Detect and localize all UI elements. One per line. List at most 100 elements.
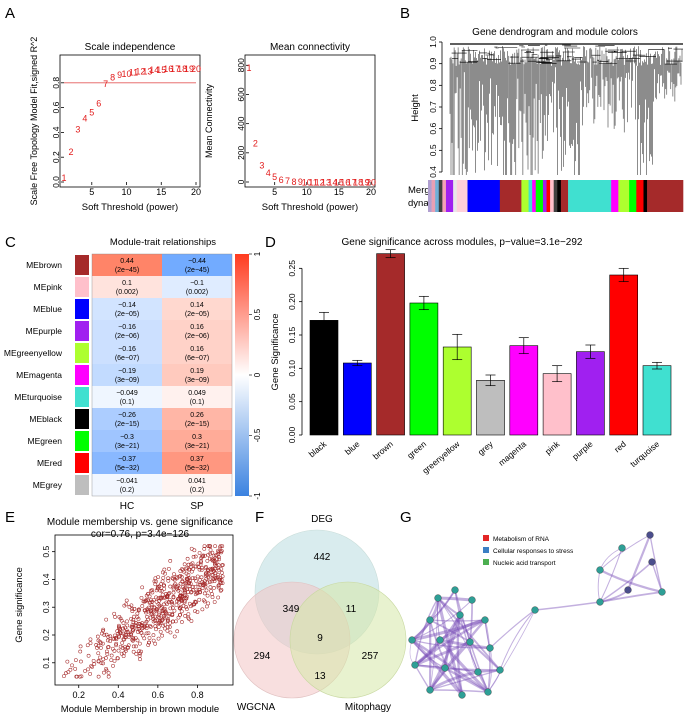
x-tick-label: 5: [272, 187, 277, 197]
scale-independence-plot: Scale independence Soft Threshold (power…: [29, 37, 201, 213]
data-point: [91, 658, 96, 663]
data-point: [182, 599, 187, 604]
data-point: [210, 558, 215, 563]
heatmap-cell: [92, 408, 162, 430]
panel-letter-a: A: [5, 5, 15, 22]
data-point: [118, 644, 123, 649]
network-edge: [437, 596, 473, 602]
network-edge: [489, 609, 536, 649]
network-edge: [534, 601, 601, 611]
plot-title: Module membership vs. gene significance: [47, 517, 234, 528]
data-point: [154, 588, 159, 593]
data-point: [149, 598, 153, 603]
data-point: [150, 588, 155, 592]
data-point: [101, 661, 105, 666]
network-edge: [599, 534, 651, 571]
network-node: [496, 666, 504, 674]
data-point: [152, 605, 157, 610]
data-point: [131, 649, 136, 654]
cell-pvalue: (3e−21): [185, 443, 209, 450]
network-edge: [439, 638, 491, 650]
data-point: [127, 605, 132, 609]
data-point: [139, 630, 144, 635]
plot-title: Gene significance across modules, p−valu…: [342, 237, 583, 248]
network-edge: [429, 619, 471, 643]
category-label: purple: [570, 439, 595, 462]
cell-value: 0.44: [120, 258, 134, 265]
data-point: [124, 602, 129, 607]
data-point: [219, 549, 224, 553]
data-point: [178, 590, 183, 595]
cell-value: −0.44: [188, 258, 206, 265]
data-point: [109, 658, 114, 662]
x-axis-label: Soft Threshold (power): [262, 202, 358, 213]
data-point: [189, 569, 194, 574]
data-point: [139, 595, 144, 600]
x-tick-label: 5: [89, 187, 94, 197]
data-point: [216, 563, 221, 568]
data-point: [145, 607, 149, 612]
data-point: [144, 623, 149, 628]
network-node: [596, 566, 604, 574]
network-edge: [649, 534, 663, 593]
data-point: [125, 623, 130, 628]
panel-letter-b: B: [400, 5, 410, 22]
data-point: [184, 605, 189, 610]
venn-count-deg-wgcna: 349: [283, 604, 300, 615]
data-point: [208, 585, 213, 590]
panel-letter-g: G: [400, 509, 412, 526]
y-tick-label: 0.3: [41, 601, 51, 613]
x-tick-label: 0.6: [152, 690, 165, 700]
color-bar-label-line1: Merged: [408, 185, 440, 196]
data-point: [153, 641, 158, 646]
data-point: [198, 578, 202, 582]
data-point: [195, 610, 200, 614]
data-point: [197, 567, 202, 572]
data-point: [203, 584, 208, 589]
heatmap-cell: [162, 254, 232, 276]
cell-pvalue: (2e−45): [185, 267, 209, 274]
cell-value: −0.26: [118, 412, 136, 419]
x-tick-label: 10: [302, 187, 312, 197]
point-label: 18: [177, 64, 187, 74]
data-point: [202, 599, 207, 604]
bar: [442, 346, 472, 436]
y-tick-label: 0: [236, 179, 246, 184]
network-node: [451, 586, 459, 594]
data-point: [86, 653, 91, 658]
y-tick-label: 0.4: [51, 126, 61, 138]
module-color-segment: [553, 180, 558, 212]
data-point: [202, 591, 207, 596]
heatmap-cell: [92, 276, 162, 298]
data-point: [176, 583, 181, 588]
data-point: [216, 568, 221, 572]
network-node: [426, 686, 434, 694]
point-label: 11: [309, 177, 318, 187]
data-point: [140, 585, 145, 590]
network-node: [486, 644, 494, 652]
data-point: [96, 643, 101, 648]
point-label: 12: [315, 178, 325, 188]
data-point: [182, 588, 187, 593]
bar: [642, 365, 672, 436]
y-axis-label: Mean Connectivity: [204, 83, 214, 158]
data-point: [161, 576, 166, 580]
module-label: MEgreen: [28, 436, 63, 446]
cell-pvalue: (0.2): [190, 487, 204, 494]
data-point: [172, 608, 177, 613]
data-point: [94, 643, 99, 647]
data-point: [163, 595, 168, 600]
cell-value: 0.041: [188, 478, 206, 485]
module-color-segment: [453, 180, 458, 212]
network-node: [426, 616, 434, 624]
module-color-swatch: [75, 431, 89, 451]
data-point: [177, 574, 182, 579]
data-point: [88, 641, 93, 646]
data-point: [123, 625, 127, 630]
point-label: 15: [334, 178, 344, 188]
data-point: [116, 648, 121, 653]
data-point: [194, 600, 198, 605]
module-color-segment: [542, 180, 547, 212]
data-point: [193, 554, 198, 559]
data-point: [219, 570, 224, 575]
